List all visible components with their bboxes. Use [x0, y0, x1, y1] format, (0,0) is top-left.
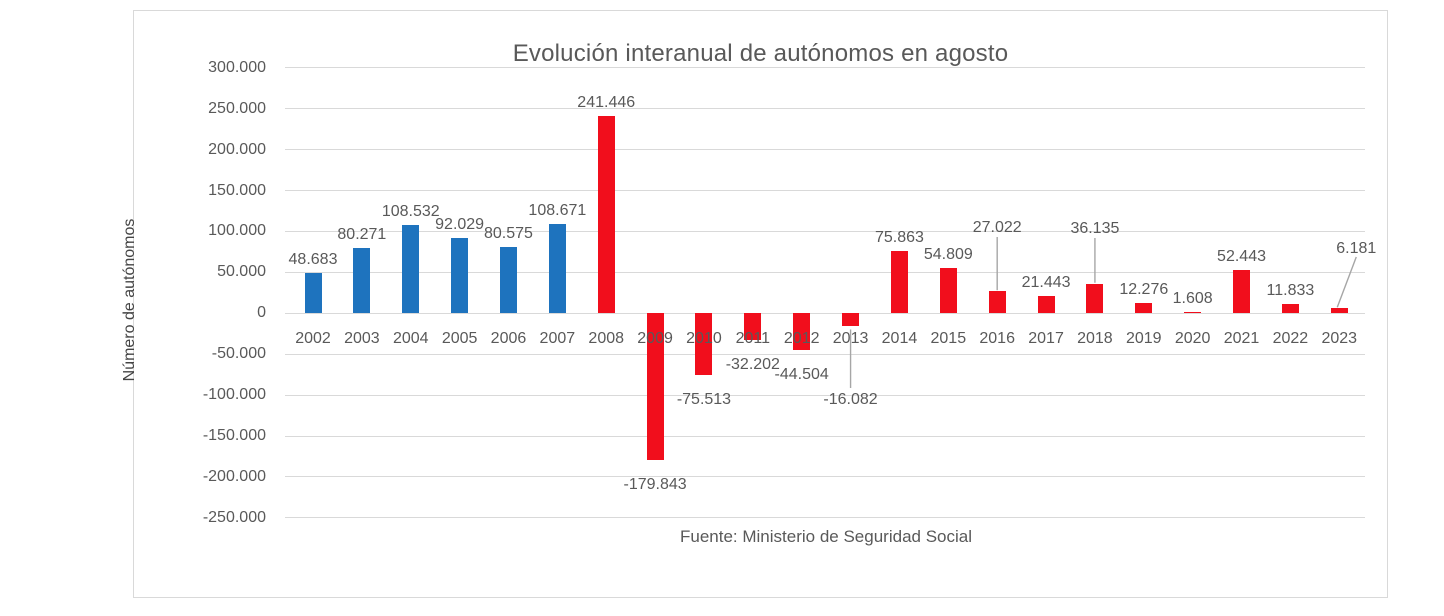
- data-label-2012: -44.504: [774, 365, 829, 383]
- bar-2015: [939, 268, 957, 314]
- data-label-2014: 75.863: [874, 229, 924, 247]
- bar-2016: [988, 291, 1006, 314]
- bar-2020: [1184, 311, 1202, 314]
- x-axis-label-2002: 2002: [295, 330, 331, 347]
- y-gridline: [285, 517, 1365, 519]
- data-label-2016: 27.022: [972, 219, 1022, 236]
- y-axis-tick-label: 300.000: [208, 58, 266, 76]
- y-gridline: [285, 108, 1365, 110]
- bar-2011: [744, 313, 762, 340]
- data-label-2017: 21.443: [1021, 273, 1071, 291]
- bar-2009: [646, 313, 664, 461]
- data-label-2002: 48.683: [288, 251, 338, 269]
- x-axis-label-2019: 2019: [1125, 330, 1162, 347]
- x-axis-label-2011: 2011: [735, 330, 771, 347]
- y-gridline: [285, 190, 1365, 192]
- bar-2008: [597, 115, 615, 314]
- x-axis-label-2023: 2023: [1321, 330, 1358, 347]
- y-axis-tick-label: 150.000: [208, 181, 266, 199]
- y-axis-tick-label: 50.000: [217, 263, 266, 281]
- x-axis-label-2016: 2016: [979, 330, 1015, 347]
- chart-frame: Evolución interanual de autónomos en ago…: [133, 10, 1388, 598]
- bar-2017: [1037, 295, 1055, 314]
- y-axis-tick-label: 0: [257, 304, 266, 322]
- data-label-2007: 108.671: [528, 202, 587, 220]
- x-axis-label-2010: 2010: [686, 330, 722, 347]
- y-gridline: [285, 435, 1365, 437]
- y-axis-tick-label: 100.000: [208, 222, 266, 240]
- x-axis-label-2020: 2020: [1174, 330, 1211, 347]
- data-label-2019: 12.276: [1119, 281, 1169, 299]
- y-gridline: [285, 312, 1365, 314]
- bar-2004: [402, 224, 420, 314]
- data-label-2018: 36.135: [1070, 220, 1120, 237]
- y-gridline: [285, 394, 1365, 396]
- data-label-2003: 80.271: [337, 225, 387, 243]
- y-axis-tick-label: 200.000: [208, 140, 266, 158]
- y-gridline: [285, 353, 1365, 355]
- bar-2014: [890, 251, 908, 314]
- data-label-2023: 6.181: [1336, 240, 1377, 257]
- bar-2023: [1330, 308, 1348, 314]
- y-axis-tick-label: -250.000: [202, 508, 266, 526]
- data-label-2021: 52.443: [1217, 248, 1266, 266]
- x-axis-label-2022: 2022: [1272, 330, 1309, 347]
- bar-2002: [304, 273, 322, 314]
- y-axis-tick-label: -100.000: [202, 386, 266, 404]
- bar-2013: [842, 313, 860, 327]
- y-axis-tick-label: -50.000: [211, 345, 266, 363]
- x-axis-label-2007: 2007: [539, 330, 576, 347]
- x-axis-label-2014: 2014: [881, 330, 918, 347]
- data-label-2011: -32.202: [725, 355, 780, 373]
- bar-2019: [1135, 303, 1153, 314]
- data-label-2005: 92.029: [435, 216, 485, 233]
- data-label-2010: -75.513: [676, 391, 732, 409]
- y-axis-tick-label: -150.000: [202, 427, 266, 445]
- data-label-2009: -179.843: [623, 476, 687, 494]
- y-axis-tick-label: 250.000: [208, 99, 266, 117]
- bar-2005: [451, 238, 469, 314]
- x-axis-label-2004: 2004: [392, 330, 429, 347]
- y-gridline: [285, 149, 1365, 151]
- y-gridline: [285, 476, 1365, 478]
- source-note: Fuente: Ministerio de Seguridad Social: [680, 527, 972, 546]
- data-label-2008: 241.446: [577, 93, 636, 111]
- bar-2010: [695, 313, 713, 376]
- x-axis-label-2017: 2017: [1028, 330, 1064, 347]
- data-label-2022: 11.833: [1266, 281, 1315, 299]
- y-gridline: [285, 67, 1365, 69]
- y-axis-tick-label: -200.000: [202, 467, 266, 485]
- x-axis-label-2012: 2012: [783, 330, 820, 347]
- x-axis-label-2015: 2015: [930, 330, 967, 347]
- y-gridline: [285, 230, 1365, 232]
- y-gridline: [285, 271, 1365, 273]
- data-label-2015: 54.809: [923, 246, 973, 264]
- x-axis-label-2005: 2005: [441, 330, 478, 347]
- bar-2012: [793, 313, 811, 350]
- x-axis-label-2021: 2021: [1223, 330, 1260, 347]
- bar-2021: [1233, 270, 1251, 314]
- data-label-2006: 80.575: [484, 225, 533, 243]
- x-axis-label-2003: 2003: [344, 330, 380, 347]
- chart-title: Evolución interanual de autónomos en ago…: [512, 40, 1009, 67]
- x-axis-label-2009: 2009: [637, 330, 673, 347]
- x-axis-label-2006: 2006: [490, 330, 527, 347]
- data-label-2013: -16.082: [823, 391, 878, 408]
- x-axis-label-2018: 2018: [1077, 330, 1113, 347]
- y-axis-title: Número de autónomos: [121, 218, 138, 382]
- data-label-2004: 108.532: [381, 202, 440, 220]
- bar-2007: [548, 224, 566, 314]
- bar-2006: [499, 247, 517, 314]
- bar-2018: [1086, 283, 1104, 314]
- bar-2022: [1281, 303, 1299, 314]
- bar-2003: [353, 247, 371, 314]
- x-axis-label-2008: 2008: [588, 330, 625, 347]
- data-label-2020: 1.608: [1172, 289, 1213, 307]
